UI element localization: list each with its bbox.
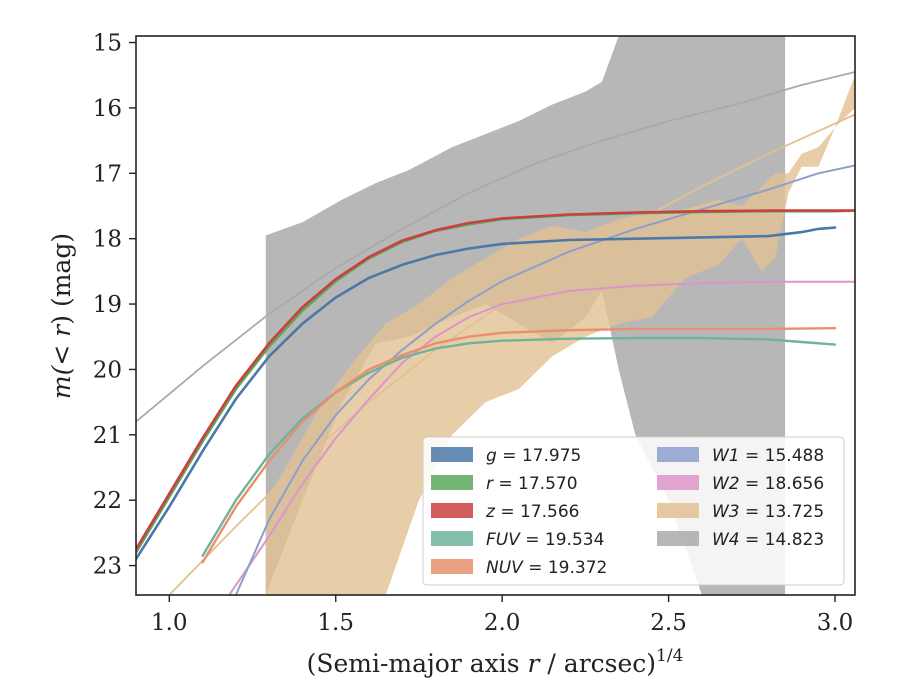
x-axis: 1.0 1.5 2.0 2.5 3.0 [151,595,853,636]
legend-swatch-z [431,503,473,518]
x-tick-label: 1.0 [151,610,188,636]
legend-label-w3: W3 = 13.725 [712,502,824,522]
legend-label-g: g = 17.975 [486,446,581,466]
legend-swatch-g [431,447,473,462]
legend-label-nuv: NUV = 19.372 [486,558,607,578]
legend-swatch-r [431,475,473,490]
y-axis-title: m(< r) (mag) [47,233,76,399]
legend-swatch-w4 [657,531,699,546]
band-w3 [265,75,855,595]
legend-swatch-w1 [657,447,699,462]
series-line-fuv [201,336,837,557]
y-tick-label: 22 [93,488,122,514]
series-line-g [136,226,837,561]
y-tick-label: 20 [93,357,122,383]
y-tick-label: 17 [93,161,122,187]
legend-swatch-w2 [657,475,699,490]
plot-frame [135,35,856,596]
y-tick-label: 16 [93,96,122,122]
x-tick-label: 2.5 [650,610,687,636]
y-axis: 15 16 17 18 19 20 21 22 23 [93,31,136,580]
y-tick-label: 18 [93,227,122,253]
legend-label-w4: W4 = 14.823 [712,530,824,550]
legend-box [422,436,845,586]
y-tick-label: 23 [93,554,122,580]
legend-swatch-nuv [431,559,473,574]
y-tick-label: 19 [93,292,122,318]
series-line-w1 [234,164,855,595]
y-tick-label: 15 [93,31,122,57]
legend-label-r: r = 17.570 [486,474,578,494]
series-lines [136,71,855,595]
legend-label-w1: W1 = 15.488 [712,446,824,466]
x-tick-label: 2.0 [484,610,521,636]
series-line-nuv [201,327,837,564]
legend: g = 17.975 r = 17.570 z = 17.566 FUV = 19.5… [422,436,845,586]
legend-label-fuv: FUV = 19.534 [486,530,604,550]
legend-swatch-w3 [657,503,699,518]
x-tick-label: 1.5 [317,610,354,636]
x-axis-title: (Semi-major axis r / arcsec)1/4 [307,646,684,678]
series-line-z [136,209,855,551]
legend-label-z: z = 17.566 [485,502,579,522]
x-tick-label: 3.0 [817,610,854,636]
y-tick-label: 21 [93,423,122,449]
series-line-w4 [136,71,855,423]
legend-swatch-fuv [431,531,473,546]
legend-label-w2: W2 = 18.656 [712,474,824,494]
series-line-w2 [228,280,855,595]
